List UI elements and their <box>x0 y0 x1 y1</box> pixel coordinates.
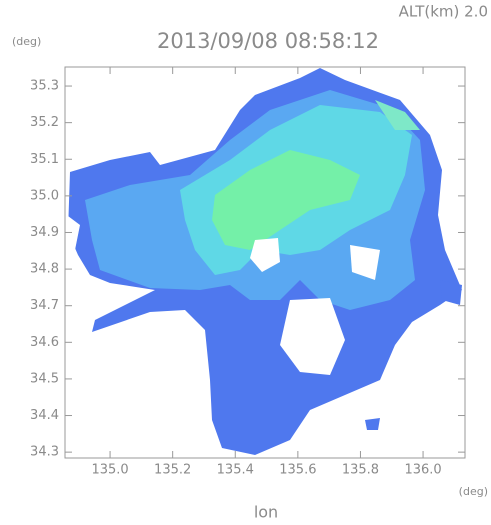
y-tick-label: 34.9 <box>30 225 59 240</box>
x-tick-label: 135.4 <box>217 463 254 478</box>
y-tick-label: 35.1 <box>30 152 59 167</box>
y-tick-label: 35.0 <box>30 188 59 203</box>
y-tick-label: 35.3 <box>30 79 59 94</box>
x-tick-label: 135.8 <box>342 463 379 478</box>
x-tick-label: 135.6 <box>279 463 316 478</box>
y-tick-label: 34.7 <box>30 298 59 313</box>
x-tick-label: 136.0 <box>404 463 441 478</box>
x-axis-label: lon <box>254 503 278 522</box>
y-tick-label: 34.6 <box>30 335 59 350</box>
chart-title: 2013/09/08 08:58:12 <box>157 29 379 53</box>
x-tick-label: 135.0 <box>91 463 128 478</box>
y-tick-label: 35.2 <box>30 115 59 130</box>
x-tick-label: 135.2 <box>154 463 191 478</box>
y-tick-label: 34.8 <box>30 262 59 277</box>
y-tick-label: 34.5 <box>30 371 59 386</box>
altitude-label: ALT(km) 2.0 <box>399 3 488 21</box>
y-unit: (deg) <box>12 35 41 48</box>
right-margin <box>466 60 491 460</box>
x-unit: (deg) <box>459 485 488 498</box>
y-tick-label: 34.3 <box>30 445 59 460</box>
y-tick-label: 34.4 <box>30 408 59 423</box>
radar-echo <box>60 68 462 455</box>
